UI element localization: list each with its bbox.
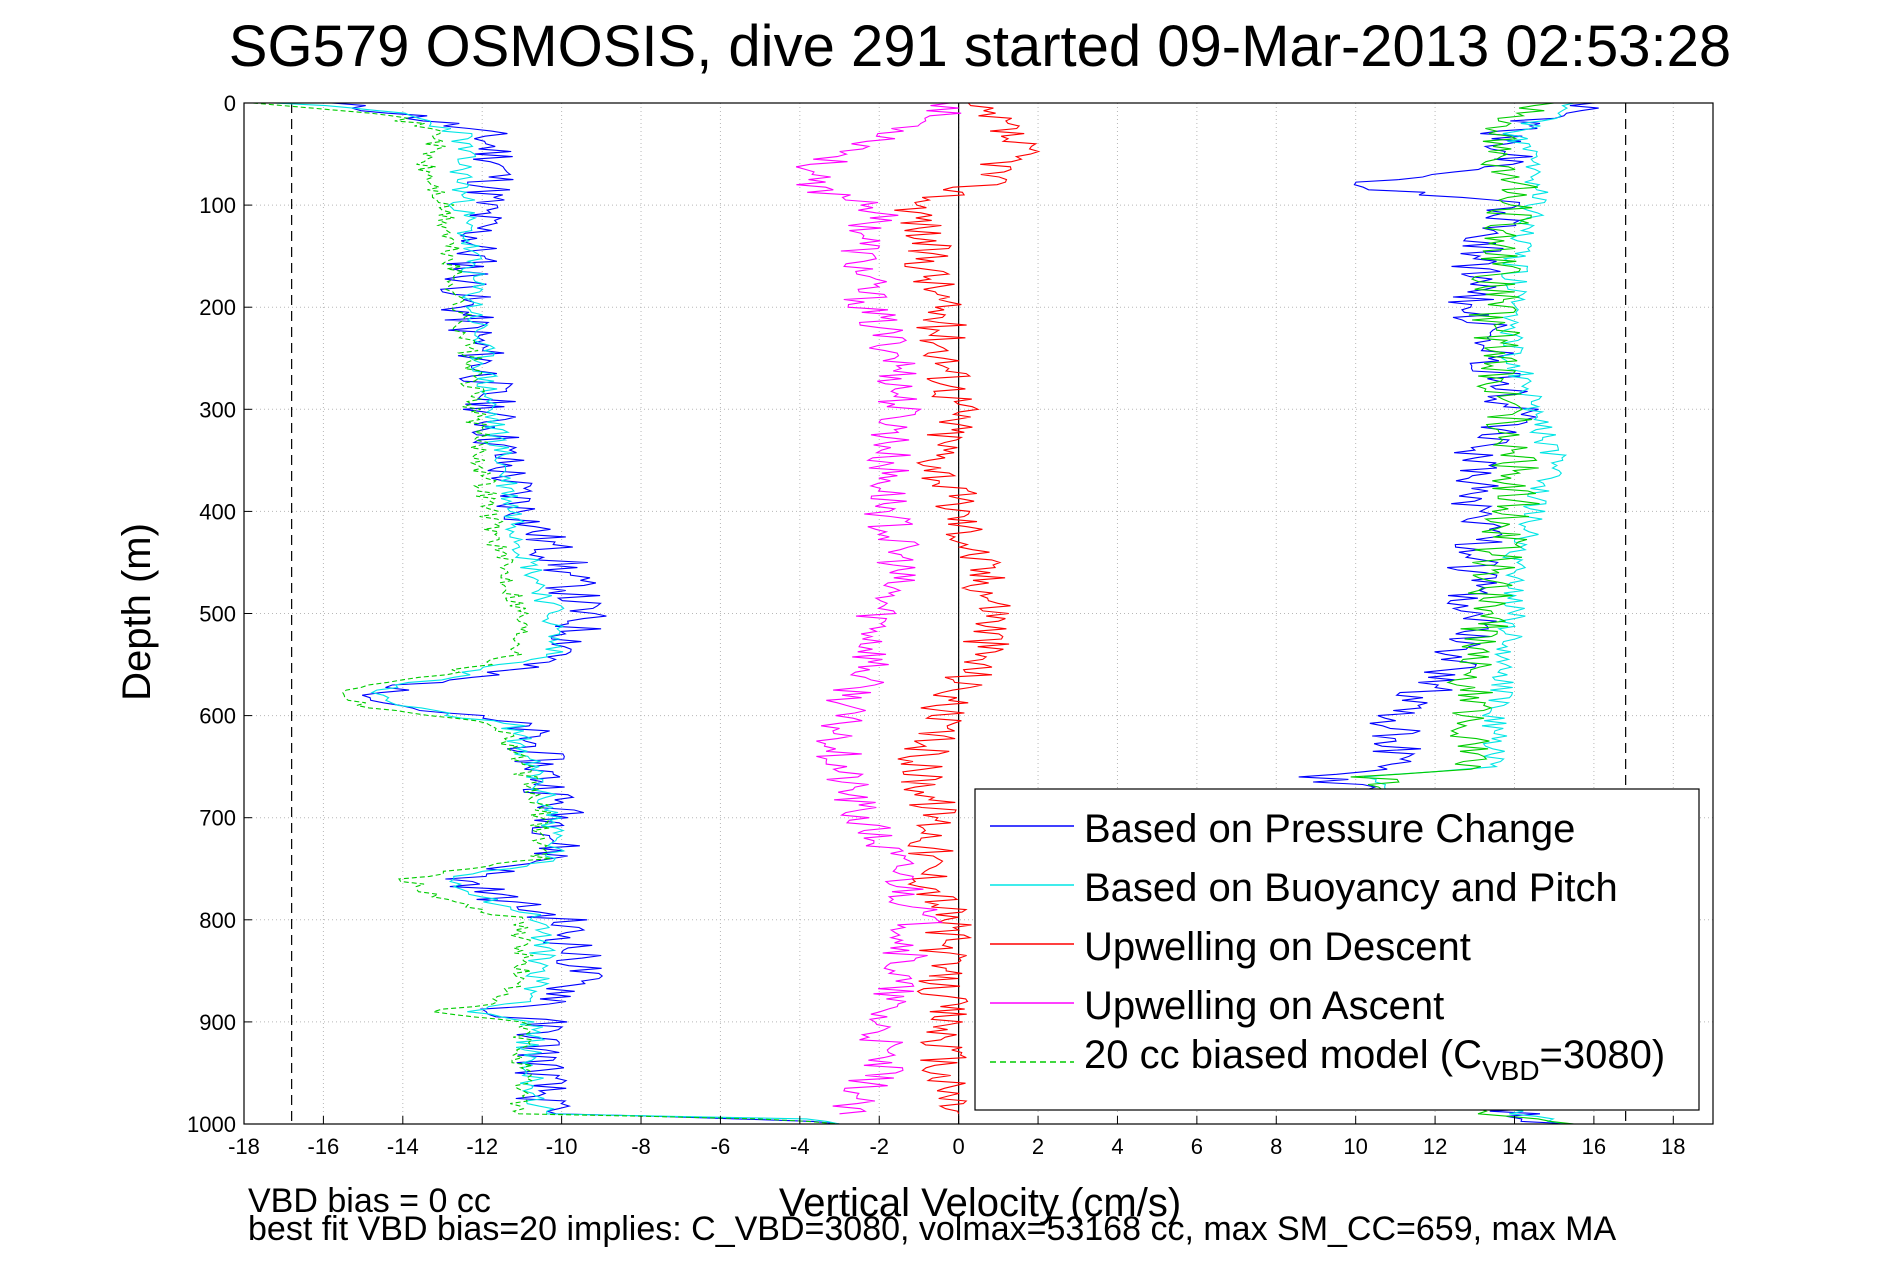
legend-box: [974, 788, 1700, 1111]
chart-title: SG579 OSMOSIS, dive 291 started 09-Mar-2…: [229, 14, 1731, 79]
x-tick-label: 6: [1191, 1134, 1203, 1159]
y-tick-label: 400: [199, 499, 236, 524]
x-ticks: -18 -16 -14 -12 -10 -8 -6 -4 -2 0 2 4 6 8 10 12 14 16 18: [228, 1116, 1686, 1159]
y-tick-label: 300: [199, 397, 236, 422]
x-tick-label: -16: [308, 1134, 340, 1159]
series-line-3: [795, 102, 962, 1115]
x-tick-label: -14: [387, 1134, 419, 1159]
legend: Based on Pressure Change Based on Buoyan…: [974, 788, 1700, 1111]
series-line-1: [273, 102, 840, 1125]
y-tick-label: 500: [199, 602, 236, 627]
x-tick-label: 16: [1582, 1134, 1606, 1159]
x-tick-label: 10: [1343, 1134, 1367, 1159]
x-tick-label: -10: [546, 1134, 578, 1159]
legend-model-tail: =3080): [1540, 1033, 1666, 1077]
x-tick-label: -2: [869, 1134, 889, 1159]
legend-label-ascent: Upwelling on Ascent: [1084, 984, 1444, 1028]
y-tick-label: 100: [199, 193, 236, 218]
series-line-4: [252, 102, 840, 1125]
x-axis-label: Vertical Velocity (cm/s): [779, 1181, 1181, 1225]
legend-label-model: 20 cc biased model (CVBD=3080): [1084, 1033, 1665, 1086]
y-tick-label: 800: [199, 908, 236, 933]
legend-model-main: 20 cc biased model (C: [1084, 1033, 1482, 1077]
legend-label-pressure: Based on Pressure Change: [1084, 807, 1575, 851]
x-tick-label: 4: [1111, 1134, 1123, 1159]
y-tick-label: 1000: [187, 1112, 236, 1137]
x-tick-label: -12: [466, 1134, 498, 1159]
y-tick-label: 600: [199, 704, 236, 729]
x-tick-label: -4: [790, 1134, 810, 1159]
x-tick-label: 14: [1502, 1134, 1526, 1159]
x-tick-label: 0: [953, 1134, 965, 1159]
series-line-2: [894, 102, 1041, 1114]
best-fit-note: best fit VBD bias=20 implies: C_VBD=3080…: [248, 1210, 1617, 1248]
legend-label-descent: Upwelling on Descent: [1084, 925, 1471, 969]
y-ticks: 0 100 200 300 400 500 600 700 800 900 1000: [187, 91, 252, 1137]
x-tick-label: 18: [1661, 1134, 1685, 1159]
legend-label-buoyancy: Based on Buoyancy and Pitch: [1084, 866, 1618, 910]
x-tick-label: -6: [711, 1134, 731, 1159]
x-tick-label: 12: [1423, 1134, 1447, 1159]
y-tick-label: 700: [199, 806, 236, 831]
y-tick-label: 0: [224, 91, 236, 116]
y-axis-label: Depth (m): [115, 523, 159, 701]
legend-model-sub: VBD: [1482, 1055, 1540, 1086]
vbd-bias-note: VBD bias = 0 cc: [248, 1182, 491, 1220]
x-tick-label: -18: [228, 1134, 260, 1159]
y-tick-label: 900: [199, 1010, 236, 1035]
x-tick-label: 8: [1270, 1134, 1282, 1159]
x-tick-label: 2: [1032, 1134, 1044, 1159]
x-tick-label: -8: [631, 1134, 651, 1159]
series-line-0: [331, 102, 840, 1125]
y-tick-label: 200: [199, 295, 236, 320]
